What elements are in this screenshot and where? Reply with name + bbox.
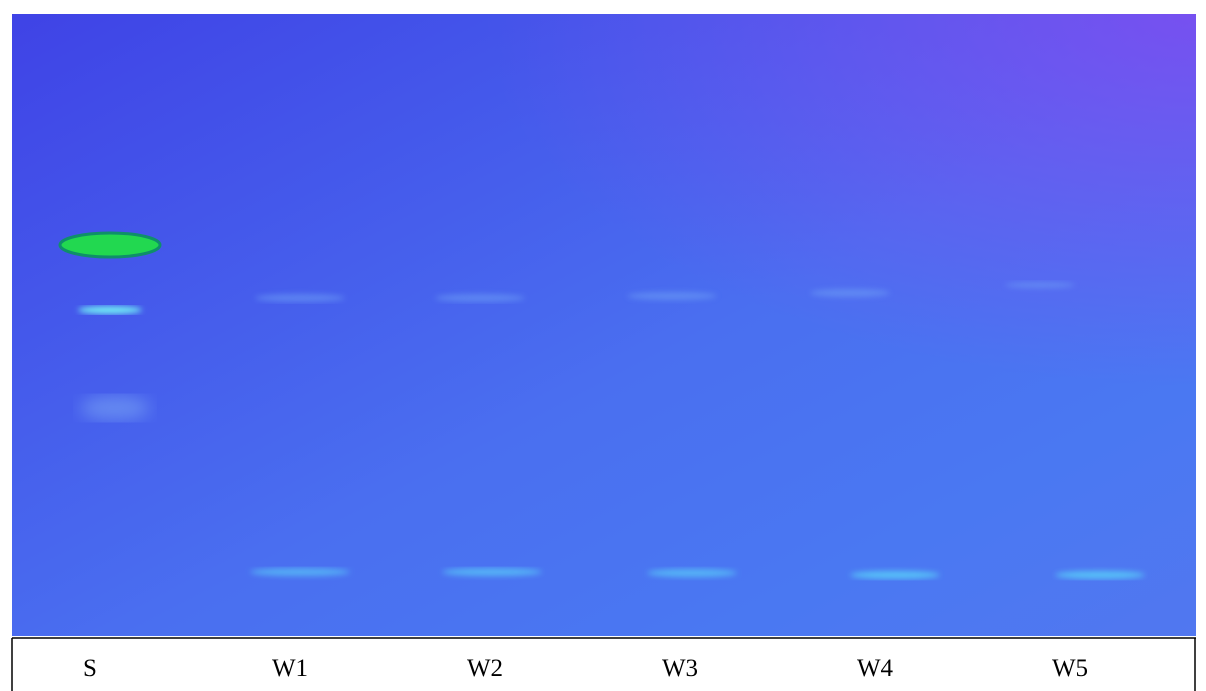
lane-label: W4	[857, 655, 894, 682]
lane-label: S	[83, 655, 97, 682]
lane-label: W3	[662, 655, 698, 682]
faint-spot	[80, 396, 150, 420]
label-row: S W1 W2 W3 W4 W5	[12, 638, 1196, 691]
tlc-figure: S W1 W2 W3 W4 W5	[0, 0, 1206, 691]
lane-label: W5	[1052, 655, 1088, 682]
lane-label: W1	[272, 655, 308, 682]
page: S W1 W2 W3 W4 W5 (() => { const data = J…	[0, 0, 1206, 691]
green-spot	[60, 233, 160, 257]
cyan-band	[78, 306, 142, 314]
lane-label: W2	[467, 655, 503, 682]
tlc-plate	[12, 14, 1196, 636]
